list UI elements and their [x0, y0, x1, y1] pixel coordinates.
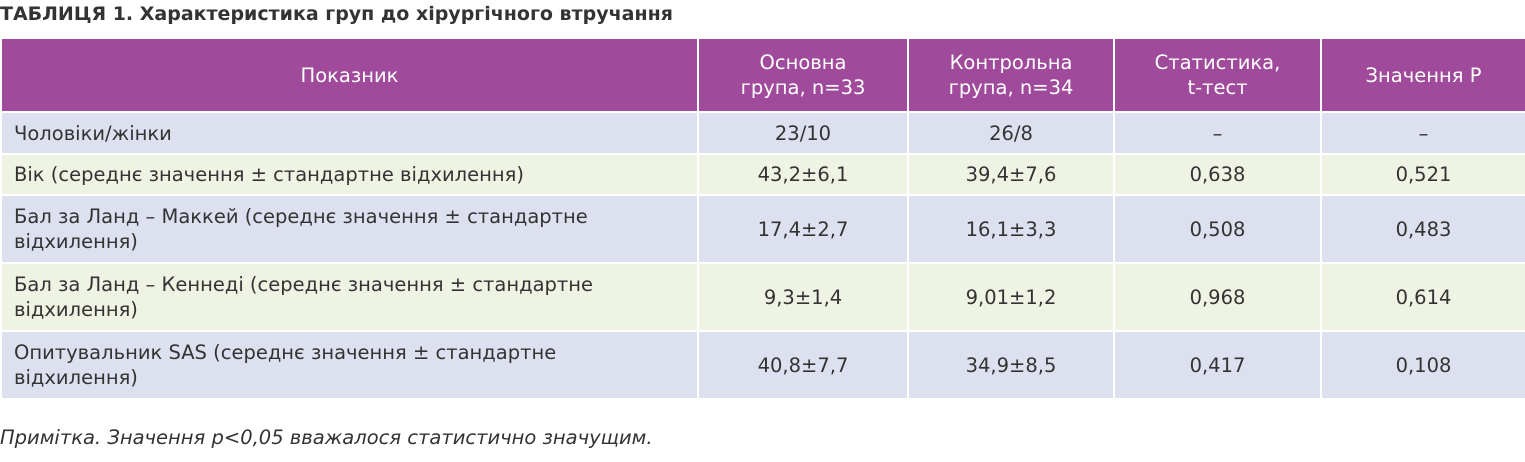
table-cell: 9,3±1,4 [697, 262, 909, 332]
table-cell: 23/10 [697, 111, 909, 155]
table-cell: 0,968 [1113, 262, 1322, 332]
table: Показник Основна група, n=33 Контрольна гр… [0, 37, 1525, 400]
table-cell: 0,417 [1113, 330, 1322, 400]
table-cell: 0,508 [1113, 194, 1322, 264]
table-cell: 0,108 [1320, 330, 1525, 400]
table-cell: 0,638 [1113, 153, 1322, 196]
table-row: Вік (середнє значення ± стандартне відхи… [0, 153, 1525, 196]
table-note: Примітка. Значення p<0,05 вважалося стат… [0, 426, 653, 449]
table-row: Бал за Ланд – Маккей (середнє значення ±… [0, 194, 1525, 264]
table-cell: Чоловіки/жінки [0, 111, 699, 155]
table-cell: Бал за Ланд – Кеннеді (середнє значення … [0, 262, 699, 332]
table-cell: 40,8±7,7 [697, 330, 909, 400]
table-cell: Опитувальник SAS (середнє значення ± ста… [0, 330, 699, 400]
table-cell: – [1113, 111, 1322, 155]
table-cell: 43,2±6,1 [697, 153, 909, 196]
table-cell: 16,1±3,3 [907, 194, 1115, 264]
table-row: Чоловіки/жінки 23/10 26/8– – [0, 111, 1525, 155]
table-cell: Вік (середнє значення ± стандартне відхи… [0, 153, 699, 196]
table-cell: 9,01±1,2 [907, 262, 1115, 332]
header-cell: Показник [0, 37, 699, 113]
table-row: Бал за Ланд – Кеннеді (середнє значення … [0, 262, 1525, 332]
table-cell: 0,614 [1320, 262, 1525, 332]
header-cell: Статистика, t-тест [1113, 37, 1322, 113]
table-cell: 0,521 [1320, 153, 1525, 196]
table-cell: 34,9±8,5 [907, 330, 1115, 400]
header-cell: Контрольна група, n=34 [907, 37, 1115, 113]
header-row: Показник Основна група, n=33 Контрольна гр… [0, 37, 1525, 113]
header-cell: Значення Р [1320, 37, 1525, 113]
table-cell: 0,483 [1320, 194, 1525, 264]
table-cell: – [1320, 111, 1525, 155]
table-cell: 26/8 [907, 111, 1115, 155]
table-row: Опитувальник SAS (середнє значення ± ста… [0, 330, 1525, 400]
table-title: ТАБЛИЦЯ 1. Характеристика груп до хірург… [0, 3, 673, 25]
header-cell: Основна група, n=33 [697, 37, 909, 113]
table-cell: 39,4±7,6 [907, 153, 1115, 196]
table-body: Чоловіки/жінки 23/10 26/8– – Вік (середнє зн… [0, 111, 1525, 400]
table-cell: Бал за Ланд – Маккей (середнє значення ±… [0, 194, 699, 264]
table-cell: 17,4±2,7 [697, 194, 909, 264]
